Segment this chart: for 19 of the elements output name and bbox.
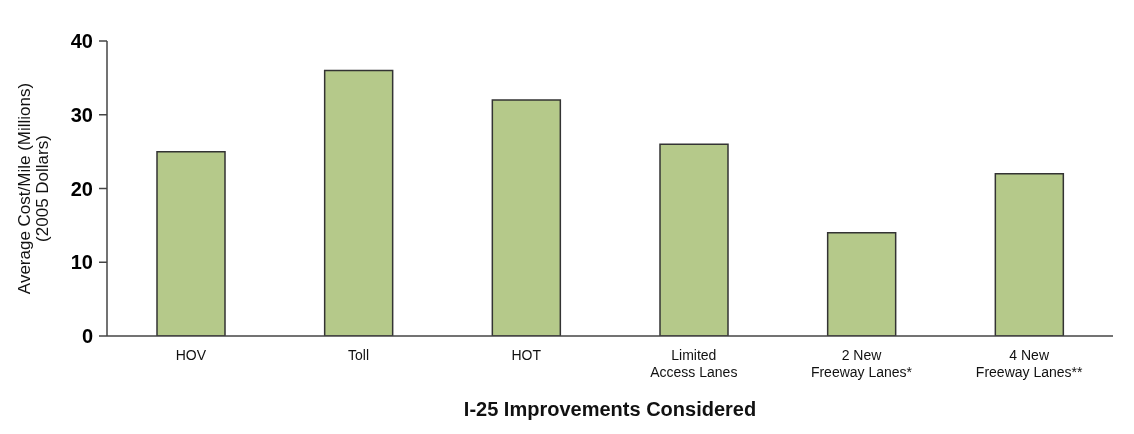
y-tick-label: 30 (70, 103, 93, 126)
y-tick-label: 40 (70, 30, 93, 52)
bar (156, 150, 226, 336)
bar (826, 232, 897, 336)
x-tick-label: Limited Access Lanes (650, 347, 738, 380)
bar (659, 143, 729, 336)
x-tick-label: HOV (175, 347, 207, 363)
x-tick-label: 2 New Freeway Lanes* (810, 347, 913, 380)
y-tick-label: 0 (81, 325, 93, 347)
x-tick-label: Toll (347, 347, 370, 363)
bar (491, 99, 562, 336)
bar (994, 173, 1065, 336)
bar (323, 69, 394, 336)
x-tick-label: 4 New Freeway Lanes** (975, 347, 1084, 380)
y-axis-title: Average Cost/Mile (Millions) (2005 Dollars) (15, 82, 52, 295)
x-tick-label: HOT (511, 347, 542, 363)
y-tick-label: 20 (70, 177, 93, 200)
y-tick-label: 10 (70, 251, 93, 274)
x-axis-title: I-25 Improvements Considered (463, 398, 757, 420)
